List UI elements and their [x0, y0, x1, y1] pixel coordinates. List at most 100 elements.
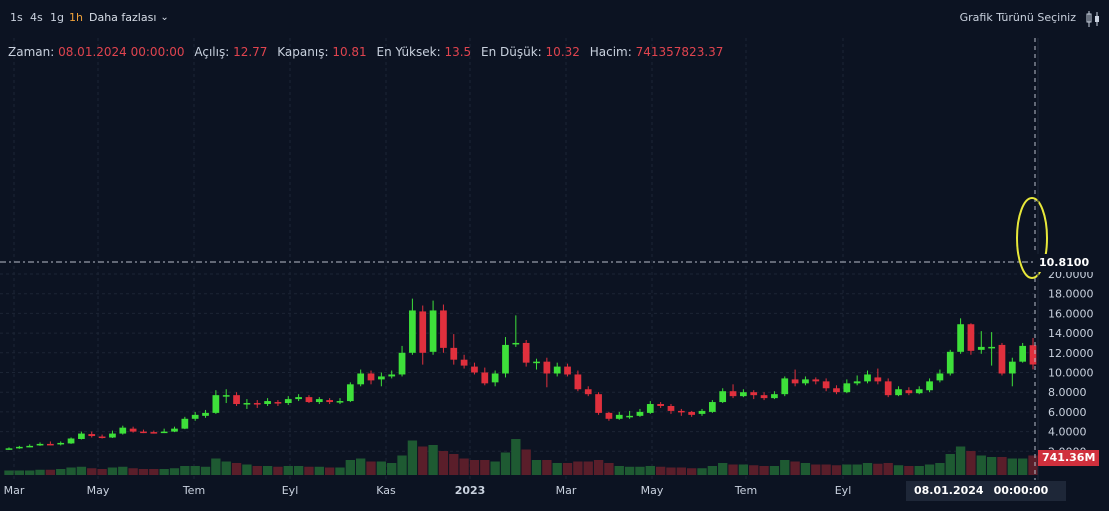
candle-body[interactable] [502, 344, 509, 374]
candle-body[interactable] [833, 388, 840, 393]
candle-body[interactable] [998, 344, 1006, 374]
candle-body[interactable] [553, 366, 561, 374]
candle-body[interactable] [346, 384, 354, 402]
candle-body[interactable] [605, 412, 613, 419]
candle-body[interactable] [202, 412, 209, 416]
candle-body[interactable] [295, 397, 302, 400]
candle-body[interactable] [1029, 345, 1037, 365]
candle-body[interactable] [667, 405, 675, 411]
candle-body[interactable] [740, 392, 747, 397]
candle-body[interactable] [440, 310, 447, 348]
candle-body[interactable] [946, 351, 954, 374]
candle-body[interactable] [512, 342, 520, 345]
candle-body[interactable] [874, 377, 882, 382]
candle-body[interactable] [895, 389, 902, 396]
candle-body[interactable] [584, 389, 592, 395]
candle-body[interactable] [491, 373, 499, 383]
candle-body[interactable] [367, 373, 375, 381]
candle-body[interactable] [708, 402, 716, 412]
candle-body[interactable] [760, 395, 768, 399]
candle-body[interactable] [450, 347, 458, 360]
candle-body[interactable] [864, 374, 871, 382]
candle-body[interactable] [388, 374, 396, 377]
timeframe-4s[interactable]: 4s [30, 11, 43, 24]
candle-body[interactable] [36, 443, 44, 446]
candle-body[interactable] [398, 352, 406, 375]
candle-body[interactable] [884, 381, 892, 396]
candle-body[interactable] [595, 394, 602, 413]
candle-body[interactable] [771, 394, 778, 399]
candle-body[interactable] [233, 395, 240, 405]
candle-body[interactable] [688, 411, 696, 415]
candle-body[interactable] [88, 434, 96, 437]
candle-body[interactable] [109, 433, 116, 438]
candle-body[interactable] [212, 395, 220, 413]
candle-body[interactable] [409, 310, 416, 353]
timeframe-1g[interactable]: 1g [50, 11, 64, 24]
candle-body[interactable] [5, 448, 13, 450]
candle-body[interactable] [47, 443, 54, 446]
candle-body[interactable] [419, 311, 427, 353]
candle-body[interactable] [378, 376, 385, 380]
candle-body[interactable] [98, 436, 106, 439]
candle-body[interactable] [150, 432, 158, 434]
candle-body[interactable] [822, 381, 830, 389]
candle-body[interactable] [253, 403, 261, 405]
candle-body[interactable] [460, 359, 468, 366]
candle-body[interactable] [636, 411, 644, 416]
candle-body[interactable] [905, 390, 913, 394]
candle-body[interactable] [564, 366, 571, 375]
candle-body[interactable] [781, 378, 789, 395]
candle-body[interactable] [336, 401, 344, 403]
more-timeframes-dropdown[interactable]: Daha fazlası ⌄ [89, 11, 169, 24]
candle-body[interactable] [171, 428, 178, 432]
candle-body[interactable] [936, 373, 944, 381]
candle-body[interactable] [533, 361, 540, 364]
candle-body[interactable] [181, 418, 189, 429]
candle-body[interactable] [853, 381, 861, 384]
candle-body[interactable] [543, 361, 551, 374]
candle-body[interactable] [812, 379, 820, 382]
candle-body[interactable] [988, 346, 995, 349]
candle-body[interactable] [1008, 361, 1016, 374]
candle-body[interactable] [160, 431, 168, 434]
candle-body[interactable] [574, 374, 582, 390]
candle-body[interactable] [750, 392, 758, 396]
candle-body[interactable] [729, 391, 737, 397]
candle-body[interactable] [326, 400, 334, 403]
candle-body[interactable] [357, 373, 365, 385]
candle-body[interactable] [1019, 345, 1027, 362]
candle-body[interactable] [802, 379, 809, 384]
candle-body[interactable] [977, 346, 985, 350]
candle-body[interactable] [915, 389, 923, 394]
candle-body[interactable] [791, 379, 799, 384]
candle-body[interactable] [274, 402, 282, 404]
candle-body[interactable] [626, 415, 633, 418]
candle-body[interactable] [129, 428, 137, 432]
candle-body[interactable] [615, 414, 623, 419]
candle-body[interactable] [315, 399, 323, 403]
candle-body[interactable] [429, 310, 437, 352]
candle-body[interactable] [26, 445, 34, 448]
candle-body[interactable] [264, 401, 271, 405]
candle-body[interactable] [481, 372, 489, 384]
chart-type-button[interactable]: Grafik Türünü Seçiniz [959, 11, 1076, 24]
candle-body[interactable] [15, 446, 23, 449]
candle-body[interactable] [957, 324, 964, 352]
candle-body[interactable] [119, 427, 127, 434]
candle-body[interactable] [284, 399, 292, 404]
candle-body[interactable] [657, 404, 664, 406]
candle-body[interactable] [305, 397, 313, 403]
candlestick-icon[interactable] [1085, 10, 1101, 28]
candle-body[interactable] [843, 383, 851, 393]
timeframe-1h[interactable]: 1h [69, 11, 83, 24]
candle-body[interactable] [191, 414, 199, 419]
candle-body[interactable] [698, 410, 706, 414]
candle-body[interactable] [926, 381, 933, 391]
candle-body[interactable] [646, 404, 654, 413]
candle-body[interactable] [140, 431, 147, 434]
candle-body[interactable] [222, 395, 230, 397]
candle-body[interactable] [471, 366, 478, 373]
candle-body[interactable] [522, 342, 530, 363]
